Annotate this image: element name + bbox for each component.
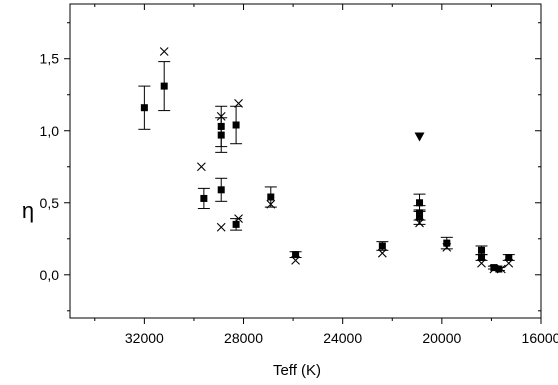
- square-point: [232, 220, 240, 228]
- plot-area-frame: [69, 3, 542, 319]
- cross-point: [496, 264, 506, 274]
- cross-point: [266, 199, 276, 209]
- cross-point: [442, 243, 452, 252]
- square-point: [232, 121, 240, 129]
- cross-point: [216, 222, 226, 232]
- data-points-group: [138, 47, 515, 274]
- y-axis-title: η: [22, 198, 34, 223]
- cross-point: [234, 214, 243, 224]
- x-tick-label: 24000: [323, 330, 362, 346]
- square-point: [200, 194, 208, 202]
- y-tick-label: 1,0: [40, 123, 60, 139]
- x-tick-label: 16000: [522, 330, 558, 346]
- square-point: [378, 242, 386, 250]
- triangle-point: [414, 132, 425, 142]
- cross-point: [234, 98, 243, 108]
- cross-point: [477, 258, 486, 268]
- cross-point: [159, 47, 169, 56]
- cross-point: [504, 258, 514, 268]
- cross-point: [489, 264, 499, 274]
- plot-frame-group: [69, 3, 542, 319]
- square-point: [217, 186, 225, 194]
- y-tick-label: 0,0: [40, 267, 60, 283]
- square-point: [443, 239, 451, 247]
- cross-point: [415, 218, 424, 228]
- x-tick-label: 32000: [125, 330, 164, 346]
- square-point: [495, 265, 503, 273]
- square-point: [160, 82, 168, 90]
- square-point: [478, 254, 486, 262]
- square-point: [478, 246, 486, 254]
- y-tick-label: 1,5: [40, 51, 60, 67]
- cross-point: [291, 255, 300, 265]
- x-tick-label: 20000: [422, 330, 461, 346]
- cross-point: [216, 111, 226, 121]
- y-tick-label: 0,5: [40, 195, 60, 211]
- square-point: [267, 193, 275, 201]
- square-point: [416, 199, 424, 207]
- square-point: [292, 251, 300, 259]
- tick-labels-group: 32000 28000 24000 20000 16000 0,0 0,5 1,0 1,5: [40, 51, 558, 346]
- square-point: [140, 104, 148, 112]
- square-point: [416, 213, 424, 221]
- axis-ticks-group: [64, 4, 542, 324]
- cross-point: [377, 248, 387, 258]
- square-point: [505, 254, 513, 262]
- cross-point: [196, 162, 206, 172]
- x-tick-label: 28000: [224, 330, 263, 346]
- square-point: [217, 131, 225, 139]
- x-axis-title: Teff (K): [273, 362, 321, 379]
